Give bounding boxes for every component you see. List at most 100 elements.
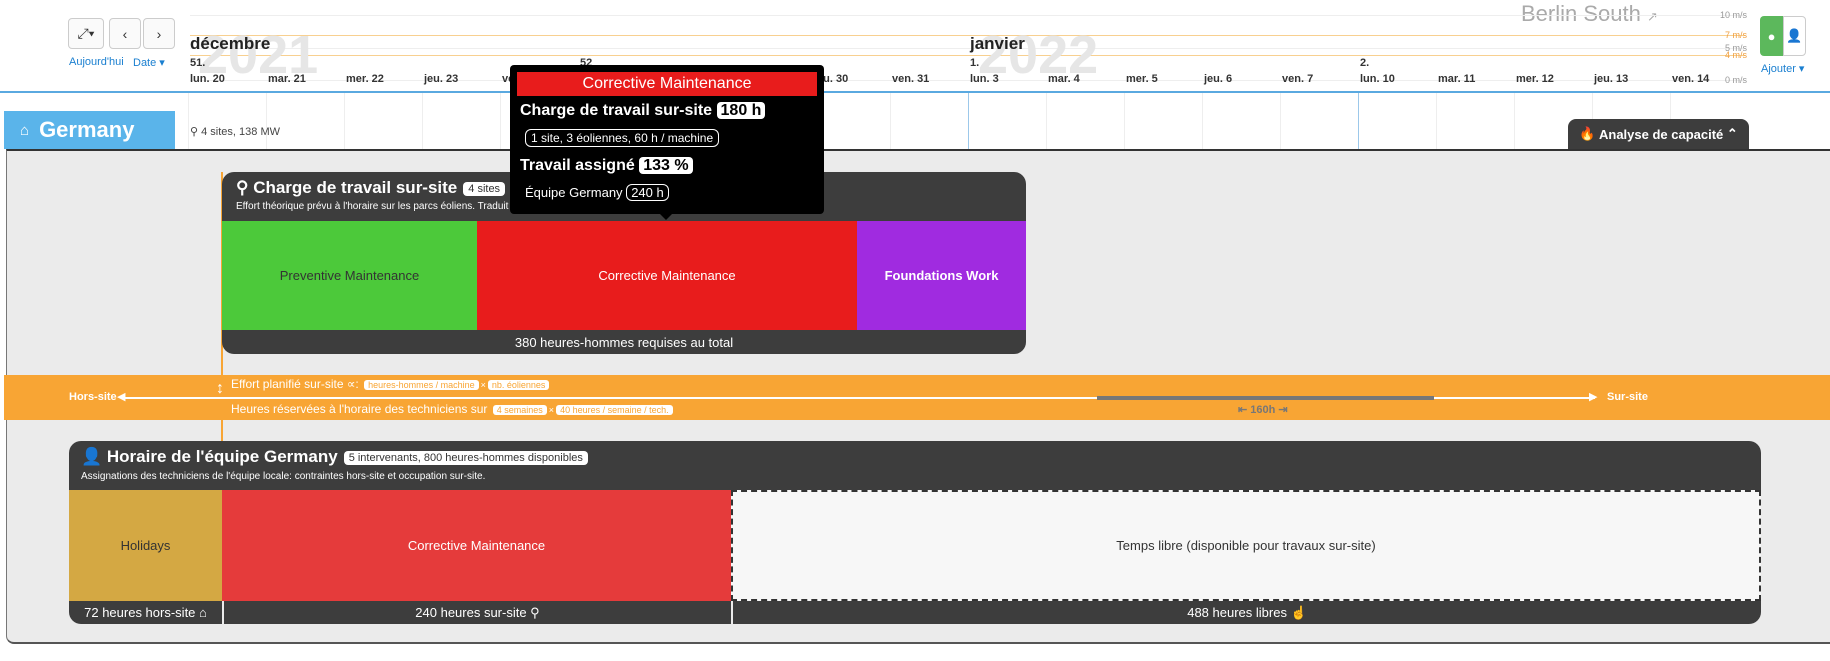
wind-line [190,55,1745,56]
day-separator [344,93,345,149]
date-label: Date [133,57,157,69]
workload-segment[interactable]: Foundations Work [857,221,1026,330]
badge: 4 semaines [492,405,547,415]
day-separator [266,93,267,149]
prev-button[interactable]: ‹ [109,18,141,49]
analysis-button[interactable]: 🔥 Analyse de capacité ⌃ [1568,119,1749,149]
vertical-arrow: ↕ [216,380,224,397]
next-button[interactable]: › [143,18,175,49]
footer-text: 72 heures hors-site [84,605,196,620]
day-separator [1280,93,1281,149]
today-link[interactable]: Aujourd'hui [69,56,124,68]
value: 133 % [639,157,693,174]
day-separator [422,93,423,149]
band-span [1097,396,1434,400]
map-toggle[interactable]: ● [1760,16,1783,56]
band-line2-text: Heures réservées à l'horaire des technic… [231,402,488,416]
team-title: 👤 Horaire de l'équipe Germany 5 intervena… [81,447,588,467]
workload-badge: 4 sites [463,181,506,196]
wind-line [190,48,1745,49]
day-separator [188,93,189,149]
day-label: mar. 4 [1048,73,1080,85]
timeline: 10 m/s 7 m/s 5 m/s 4 m/s 0 m/s 2021 décembre 20… [0,0,1830,92]
team-segment[interactable]: Corrective Maintenance [222,490,731,601]
team-footer: 240 heures sur-site ⚲ [222,601,731,624]
band-line1: Effort planifié sur-site ∝: heures-homme… [231,377,551,391]
day-separator [1202,93,1203,149]
wind-line [190,80,1745,81]
team-segment[interactable]: Temps libre (disponible pour travaux sur… [731,490,1761,601]
badge: 40 heures / semaine / tech. [556,405,673,415]
day-label: ven. 31 [892,73,930,85]
arrow-left: ◀ [117,391,126,403]
workload-segment[interactable]: Corrective Maintenance [477,221,857,330]
workload-footer: 380 heures-hommes requises au total [514,334,734,350]
month-label: décembre [190,34,271,53]
day-label: mer. 5 [1126,73,1158,85]
year-watermark: 2021 [198,25,319,85]
home-icon: ⌂ [20,121,30,139]
add-label: Ajouter [1761,63,1796,75]
analysis-label: Analyse de capacité [1599,126,1724,142]
team-footer: 488 heures libres ☝ [731,601,1761,624]
band-arrow [123,397,1595,399]
workload-title-text: Charge de travail sur-site [253,178,458,197]
band-right: Sur-site [1607,391,1648,403]
day-label: mar. 21 [268,73,306,85]
wind-line [190,15,1745,16]
tooltip-title: Corrective Maintenance [517,72,817,96]
footer-text: 240 heures sur-site [415,605,527,620]
day-separator [968,93,969,149]
expand-button[interactable]: ⤢▾ [68,18,104,49]
tooltip-assigned: Travail assigné 133 % [520,157,693,175]
day-label: mer. 22 [346,73,384,85]
region-summary: ⚲ 4 sites, 138 MW [190,126,280,138]
day-label: lun. 20 [190,73,225,85]
times: × [548,405,555,415]
tooltip-workload: Charge de travail sur-site 180 h [520,102,766,120]
band-line2: Heures réservées à l'horaire des technic… [231,402,675,416]
wind-label: 7 m/s [1724,30,1747,40]
team-segment[interactable]: Holidays [69,490,222,601]
wind-line [190,35,1745,36]
day-separator [500,93,501,149]
wind-label: 5 m/s [1724,43,1747,53]
workload-description: Effort théorique prévu à l'horaire sur l… [236,201,765,212]
team-footer: 72 heures hors-site ⌂ [84,605,207,620]
band-span-label: ⇤ 160h ⇥ [1238,404,1288,416]
team-panel: 👤 Horaire de l'équipe Germany 5 intervena… [69,441,1761,624]
tooltip-pointer [660,214,672,226]
week-label: 51. [190,57,206,69]
value: 240 h [626,184,669,201]
day-label: ven. 14 [1672,73,1710,85]
site-name[interactable]: Berlin South ↗ [1521,1,1658,27]
day-label: jeu. 6 [1204,73,1233,85]
tooltip-team: Équipe Germany 240 h [525,184,669,201]
day-separator [1046,93,1047,149]
value: 180 h [716,102,766,119]
external-icon: ↗ [1646,9,1658,24]
person-toggle[interactable]: 👤 [1783,16,1806,56]
add-link[interactable]: Ajouter ▾ [1761,63,1805,75]
day-separator [1436,93,1437,149]
workload-segment[interactable]: Preventive Maintenance [222,221,477,330]
day-label: ven. 7 [1282,73,1314,85]
wind-label: 4 m/s [1724,50,1747,60]
band-left: Hors-site [69,391,117,403]
region-name: Germany [39,117,135,142]
region-header[interactable]: ⌂ Germany [4,111,175,149]
week-label: 2. [1360,57,1370,69]
week-label: 1. [970,57,980,69]
region-summary-text: 4 sites, 138 MW [201,126,280,138]
times: × [480,380,486,390]
band-line1-text: Effort planifié sur-site ∝: [231,377,359,391]
year-watermark: 2022 [978,25,1099,85]
day-label: jeu. 23 [424,73,459,85]
date-link[interactable]: Date ▾ [133,57,165,69]
site-label: Berlin South [1521,1,1641,26]
arrow-right: ▶ [1589,391,1598,403]
label: Équipe Germany [525,185,623,200]
day-separator [1514,93,1515,149]
